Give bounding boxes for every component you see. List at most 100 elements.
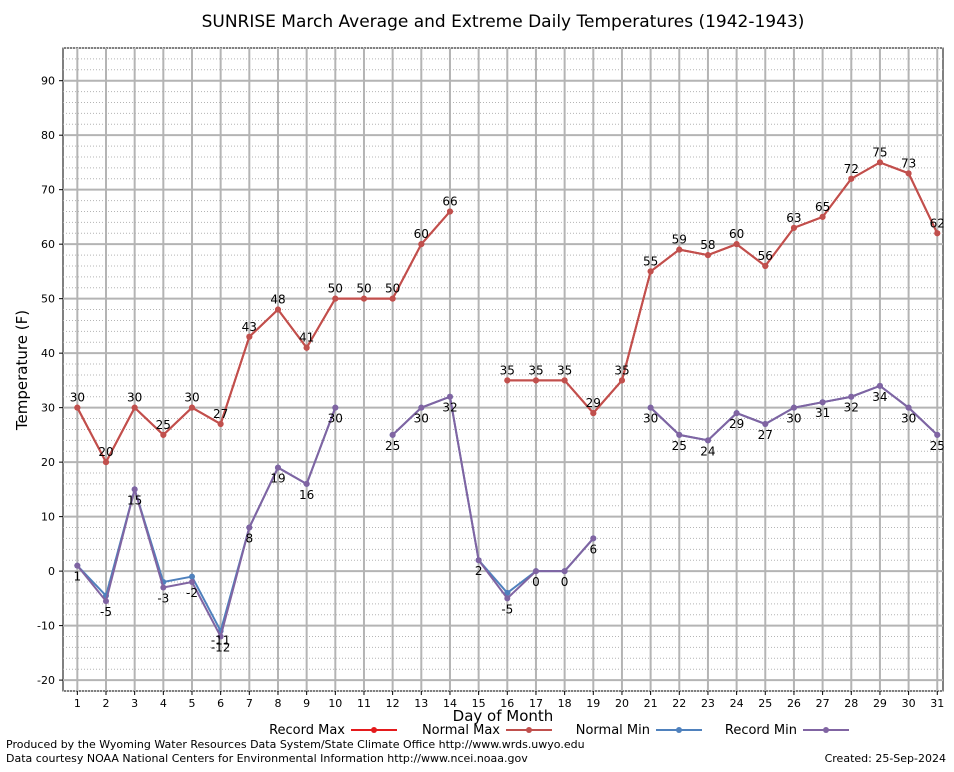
series-line-normal-max [507,161,939,415]
max-data-label: 30 [127,391,142,405]
series-lines [74,159,941,640]
legend-swatch-marker [526,727,532,733]
series-line-normal-max [76,210,451,465]
legend-label-normal-max: Normal Max [422,723,500,738]
data-point-normal-max [532,377,539,384]
min-data-label: 34 [872,390,887,404]
min-data-label: 29 [729,417,744,431]
data-point-normal-max [590,410,597,417]
data-point-normal-max [188,404,195,411]
data-point-normal-max [274,306,281,313]
footer-produced-by: Produced by the Wyoming Water Resources … [6,738,585,751]
min-data-label: -5 [100,605,112,619]
data-point-record-min [676,431,683,438]
data-point-normal-max [618,377,625,384]
max-data-label: 35 [614,363,629,377]
data-point-record-min [131,486,138,493]
min-data-label: 30 [901,412,916,426]
data-point-record-min [303,480,310,487]
x-tick-label: 22 [672,697,686,710]
min-data-label: -5 [501,602,513,616]
max-data-label: 75 [872,145,887,159]
data-point-normal-max [790,224,797,231]
data-point-record-min [389,431,396,438]
data-point-normal-max [217,420,224,427]
min-data-label: 24 [700,444,715,458]
max-data-label: 25 [156,418,171,432]
x-tick-label: 12 [386,697,400,710]
data-point-normal-max [934,230,941,237]
data-point-record-min [905,404,912,411]
x-tick-label: 20 [615,697,629,710]
data-point-normal-max [504,377,511,384]
legend-label-record-max: Record Max [269,723,345,738]
min-data-label: -2 [186,586,198,600]
y-tick-label: -20 [37,674,55,687]
data-point-normal-min [504,589,511,596]
max-data-label: 30 [70,391,85,405]
series-line-record-min [76,407,337,640]
max-data-label: 66 [442,194,457,208]
x-tick-label: 8 [274,697,281,710]
max-data-label: 65 [815,200,830,214]
max-data-label: 59 [672,233,687,247]
max-data-label: 35 [500,363,515,377]
max-data-label: 20 [98,445,113,459]
y-tick-label: -10 [37,620,55,633]
y-tick-label: 50 [41,293,55,306]
data-point-record-min [188,579,195,586]
min-data-label: 0 [532,575,540,589]
plot-area [62,47,944,692]
data-point-normal-max [561,377,568,384]
max-data-label: 48 [270,293,285,307]
min-data-label: 16 [299,488,314,502]
data-point-record-min [532,568,539,575]
x-tick-label: 28 [844,697,858,710]
x-tick-label: 11 [357,697,371,710]
data-point-record-min [504,595,511,602]
data-point-record-min [274,464,281,471]
footer-data-courtesy: Data courtesy NOAA National Centers for … [6,752,528,765]
min-data-label: 30 [414,412,429,426]
x-tick-label: 23 [701,697,715,710]
max-data-label: 35 [528,363,543,377]
y-tick-label: 0 [48,565,55,578]
y-tick-label: 20 [41,456,55,469]
max-data-label: 50 [356,282,371,296]
legend-label-record-min: Record Min [725,723,797,738]
data-point-record-min [475,557,482,564]
series-line-record-min [391,395,595,600]
y-tick-label: 90 [41,75,55,88]
max-data-label: 27 [213,407,228,421]
max-data-label: 72 [844,162,859,176]
data-point-normal-max [102,459,109,466]
data-point-record-min [733,410,740,417]
data-point-normal-max [160,431,167,438]
data-point-normal-max [446,208,453,215]
max-data-label: 43 [242,320,257,334]
legend-swatch-marker [823,727,829,733]
x-tick-label: 29 [873,697,887,710]
min-data-label: 32 [844,401,859,415]
min-data-label: 15 [127,493,142,507]
max-data-label: 50 [328,282,343,296]
min-data-label: 2 [475,564,483,578]
min-data-label: 1 [74,570,82,584]
y-tick-label: 70 [41,184,55,197]
min-data-label: 19 [270,472,285,486]
data-point-normal-max [848,175,855,182]
data-point-record-min [246,524,253,531]
x-axis-label: Day of Month [453,707,554,725]
max-data-label: 60 [729,227,744,241]
data-point-record-min [418,404,425,411]
data-point-record-min [217,633,224,640]
x-tick-label: 10 [328,697,342,710]
data-point-record-min [704,437,711,444]
data-point-normal-max [246,333,253,340]
data-point-normal-max [762,262,769,269]
min-data-label: 25 [672,439,687,453]
max-data-label: 55 [643,254,658,268]
